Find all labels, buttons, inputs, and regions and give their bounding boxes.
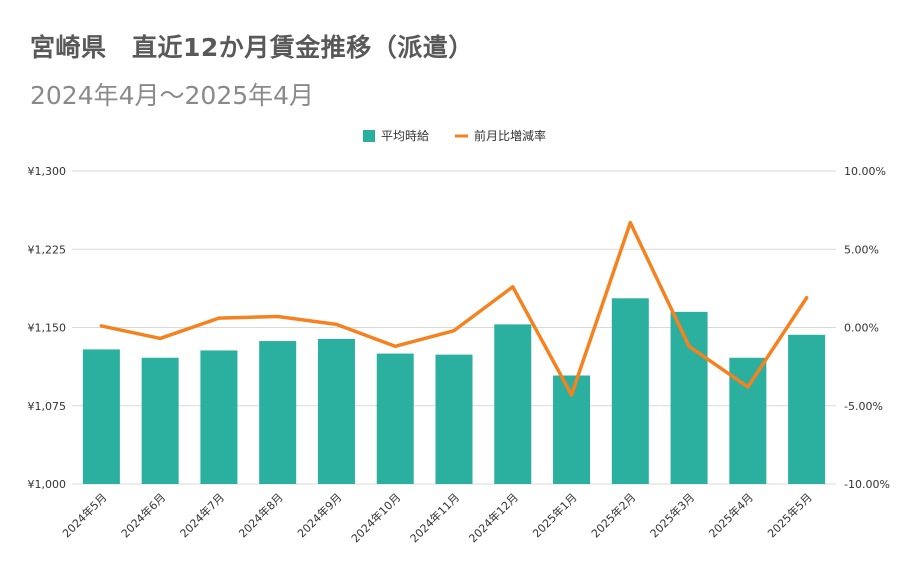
x-tick-label: 2025年1月 [529, 490, 579, 540]
x-tick-label: 2024年10月 [348, 490, 403, 545]
x-tick-label: 2024年11月 [407, 490, 462, 545]
legend-swatch-bar [363, 130, 375, 142]
bar-10 [611, 298, 649, 484]
line-point-10 [628, 221, 632, 225]
line-point-2 [158, 336, 162, 340]
y-left-tick-label: ¥1,300 [28, 165, 67, 178]
line-point-5 [334, 322, 338, 326]
bar-3 [200, 350, 238, 484]
y-left-tick-label: ¥1,150 [28, 322, 67, 335]
line-point-4 [276, 315, 280, 319]
bar-8 [494, 324, 532, 484]
line-point-13 [805, 296, 809, 300]
x-tick-label: 2024年7月 [177, 490, 227, 540]
line-point-3 [217, 316, 221, 320]
bar-11 [670, 311, 708, 484]
x-tick-label: 2025年3月 [647, 490, 697, 540]
legend-label-line: 前月比増減率 [474, 128, 546, 143]
y-right-tick-label: 10.00% [844, 165, 886, 178]
x-tick-label: 2024年8月 [236, 490, 286, 540]
bar-4 [259, 341, 297, 484]
y-right-tick-label: 5.00% [844, 243, 879, 256]
y-right-tick-label: 0.00% [844, 322, 879, 335]
line-point-8 [511, 285, 515, 289]
y-left-tick-label: ¥1,225 [28, 243, 67, 256]
line-point-7 [452, 329, 456, 333]
line-point-12 [746, 385, 750, 389]
line-point-1 [99, 324, 103, 328]
legend-label-bar: 平均時給 [381, 129, 429, 143]
y-left-tick-label: ¥1,075 [28, 400, 67, 413]
x-tick-label: 2024年6月 [118, 490, 168, 540]
bar-2 [141, 357, 179, 484]
bar-6 [376, 353, 414, 484]
bar-13 [788, 334, 826, 484]
x-tick-label: 2024年5月 [59, 490, 109, 540]
line-point-9 [570, 393, 574, 397]
line-point-11 [687, 344, 691, 348]
chart-title: 宮崎県 直近12か月賃金推移（派遣） [30, 33, 474, 62]
y-right-tick-label: -10.00% [844, 478, 890, 491]
line-point-6 [393, 344, 397, 348]
x-tick-label: 2025年5月 [765, 490, 815, 540]
chart-subtitle: 2024年4月～2025年4月 [30, 81, 315, 110]
bar-7 [435, 354, 473, 484]
y-right-tick-label: -5.00% [844, 400, 883, 413]
y-left-tick-label: ¥1,000 [28, 478, 67, 491]
bar-5 [317, 338, 355, 484]
x-tick-label: 2024年12月 [466, 490, 521, 545]
x-tick-label: 2025年2月 [588, 490, 638, 540]
bar-1 [82, 349, 120, 484]
x-tick-label: 2024年9月 [294, 490, 344, 540]
x-tick-label: 2025年4月 [706, 490, 756, 540]
